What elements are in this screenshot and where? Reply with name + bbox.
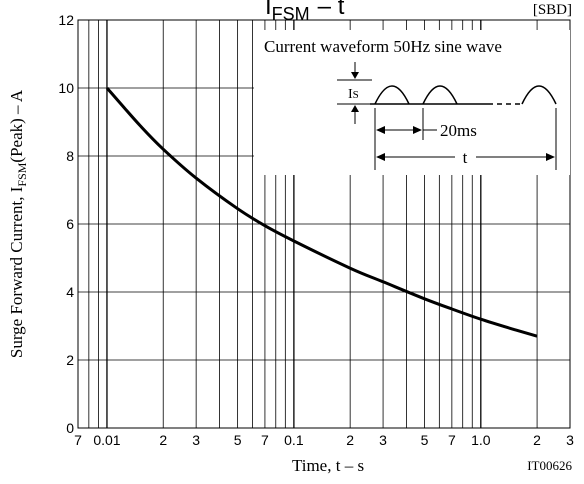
- x-tick-label: 2: [533, 432, 541, 448]
- x-tick-label: 1.0: [471, 432, 491, 448]
- corner-tag: [SBD]: [533, 2, 572, 18]
- x-tick-label: 7: [261, 432, 269, 448]
- amplitude-arrowhead-bottom: [351, 105, 359, 112]
- y-axis-label-pre: Surge Forward Current, I: [7, 186, 26, 358]
- period-label: 20ms: [440, 121, 477, 140]
- duration-arrowhead-right: [546, 153, 555, 161]
- x-tick-label: 5: [421, 432, 429, 448]
- y-tick-label: 2: [66, 352, 74, 368]
- period-arrowhead-left: [376, 126, 385, 134]
- sine-pulse: [521, 85, 557, 105]
- surge-current-curve: [105, 87, 538, 338]
- x-tick-label: 3: [379, 432, 387, 448]
- x-tick-label: 0.1: [284, 432, 304, 448]
- x-tick-labels: 7 0.01 2 3 5 7 0.1 2 3 5 7 1.0 2 3: [74, 432, 574, 448]
- inset-background: [254, 30, 570, 175]
- sine-pulse: [374, 85, 410, 105]
- y-axis-label: Surge Forward Current, IFSM(Peak) – A: [7, 89, 29, 358]
- waveform-inset: Current waveform 50Hz sine wave IS 20ms: [254, 30, 570, 175]
- x-tick-label: 2: [159, 432, 167, 448]
- inset-caption: Current waveform 50Hz sine wave: [264, 37, 502, 56]
- y-tick-label: 6: [66, 216, 74, 232]
- x-tick-label: 3: [566, 432, 574, 448]
- chart-title: IFSM – t: [265, 0, 345, 24]
- y-axis-label-post: (Peak) – A: [7, 89, 26, 162]
- duration-arrowhead-left: [376, 153, 385, 161]
- x-tick-label: 5: [234, 432, 242, 448]
- x-tick-label: 7: [74, 432, 82, 448]
- chart-title-main: I: [265, 0, 272, 20]
- chart-title-rest: – t: [318, 0, 345, 20]
- y-tick-label: 12: [58, 12, 74, 28]
- amplitude-arrowhead-top: [351, 72, 359, 79]
- figure-id: IT00626: [527, 458, 572, 473]
- x-tick-label: 7: [448, 432, 456, 448]
- y-tick-labels: 0 2 4 6 8 10 12: [58, 12, 74, 436]
- amplitude-label: IS: [348, 87, 359, 102]
- y-tick-label: 8: [66, 148, 74, 164]
- x-axis-label: Time, t – s: [292, 456, 364, 475]
- y-axis-label-sub: FSM: [15, 162, 29, 186]
- x-tick-label: 0.01: [93, 432, 120, 448]
- y-tick-label: 4: [66, 284, 74, 300]
- x-tick-label: 2: [346, 432, 354, 448]
- duration-label: t: [463, 148, 468, 167]
- chart-title-sub: FSM: [272, 4, 310, 24]
- y-tick-label: 10: [58, 80, 74, 96]
- sine-pulse: [422, 85, 458, 105]
- y-tick-label: 0: [66, 420, 74, 436]
- x-tick-label: 3: [192, 432, 200, 448]
- period-arrowhead-right: [413, 126, 422, 134]
